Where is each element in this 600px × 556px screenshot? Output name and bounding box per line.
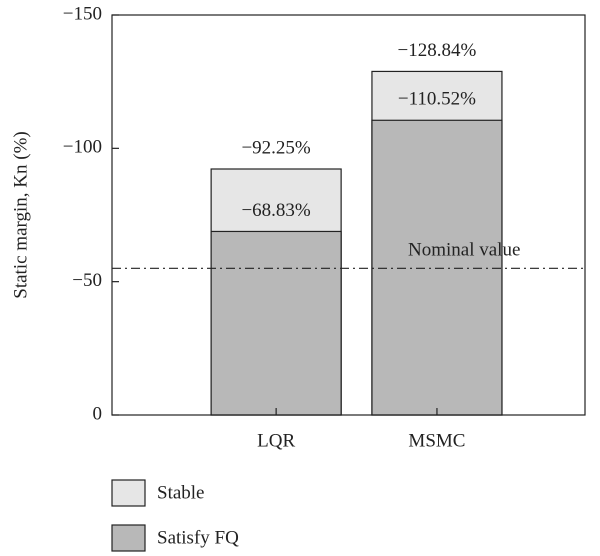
value-label: −128.84%	[398, 40, 477, 61]
legend-label: Satisfy FQ	[157, 527, 239, 548]
legend-swatch	[111, 524, 146, 552]
legend-label: Stable	[157, 482, 205, 503]
legend-swatch	[111, 479, 146, 507]
bar	[210, 230, 342, 416]
y-tick-label: −150	[63, 3, 102, 24]
y-tick-label: −50	[72, 270, 102, 291]
bar	[371, 119, 503, 416]
reference-label: Nominal value	[408, 240, 520, 261]
plot-frame	[111, 14, 586, 416]
y-tick-label: 0	[93, 403, 103, 424]
value-label: −110.52%	[398, 89, 476, 110]
value-label: −92.25%	[241, 137, 310, 158]
y-axis-label: Static margin, Kn (%)	[10, 131, 31, 298]
x-tick-label: MSMC	[408, 430, 465, 451]
value-label: −68.83%	[241, 200, 310, 221]
x-tick-label: LQR	[257, 430, 295, 451]
y-tick-label: −100	[63, 137, 102, 158]
